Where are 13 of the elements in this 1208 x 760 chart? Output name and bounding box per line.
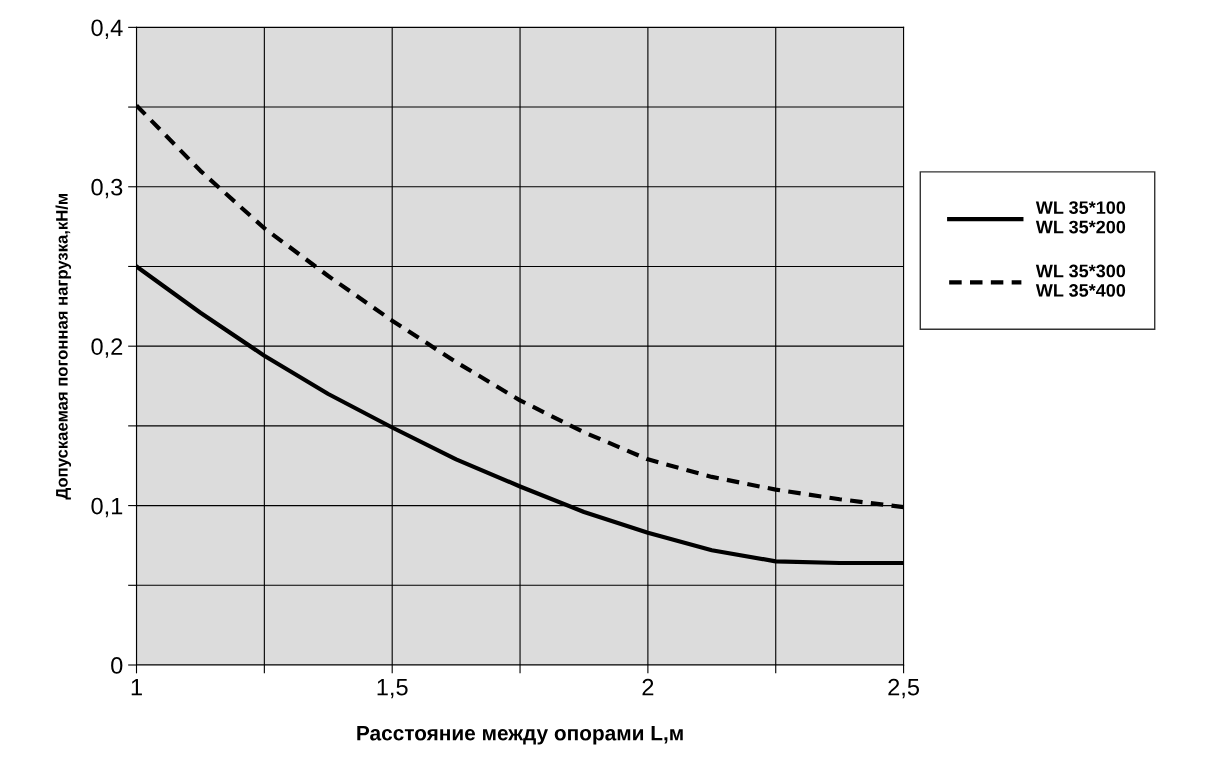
y-tick-label: 0	[111, 657, 123, 674]
y-tick-label: 0,4	[91, 19, 123, 39]
y-axis-title: Допускаемая погонная нагрузка,кН/м	[55, 193, 72, 500]
legend-label: WL 35*100 WL 35*200	[1035, 201, 1126, 234]
x-tick-label: 2	[642, 678, 654, 696]
x-axis-title: Расстояние между опорами L,м	[357, 725, 683, 745]
legend-label: WL 35*300 WL 35*400	[1035, 264, 1126, 297]
x-tick-label: 1,5	[377, 679, 408, 699]
y-tick-label: 0,1	[91, 497, 123, 518]
y-tick-label: 0,2	[91, 338, 123, 358]
x-tick-label: 1	[131, 679, 142, 696]
y-tick-label: 0,3	[91, 178, 123, 199]
x-tick-label: 2,5	[888, 678, 920, 699]
